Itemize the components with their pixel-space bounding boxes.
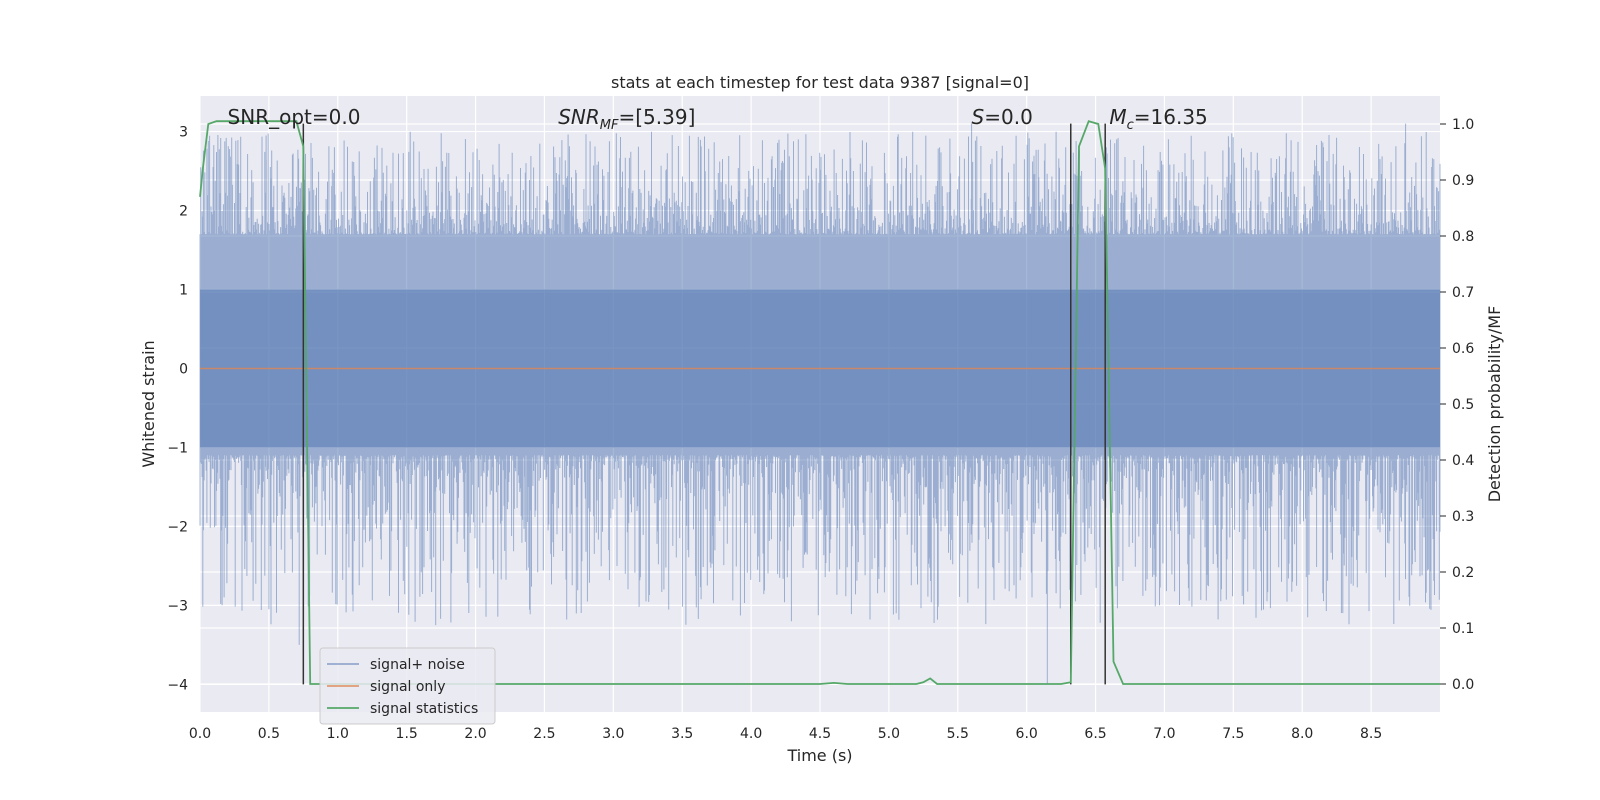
x-tick-label: 6.5 (1084, 726, 1106, 742)
left-y-axis-label: Whitened strain (139, 340, 158, 467)
annotations: SNR_opt=0.0 SNRMF=[5.39] S=0.0 Mc=16.35 (228, 105, 1208, 133)
left-y-tick-label: 3 (179, 125, 188, 141)
left-y-tick-label: 2 (179, 204, 188, 220)
x-tick-label: 8.5 (1360, 726, 1382, 742)
right-y-tick-label: 0.6 (1452, 341, 1474, 357)
x-tick-label: 4.0 (740, 726, 762, 742)
snr-mf-annotation: SNRMF=[5.39] (558, 105, 695, 133)
x-tick-label: 2.5 (533, 726, 555, 742)
signal-noise-line (199, 123, 1441, 685)
left-y-tick-label: 0 (179, 361, 188, 377)
x-tick-label: 3.5 (671, 726, 693, 742)
snr-opt-annotation: SNR_opt=0.0 (228, 105, 361, 129)
x-tick-label: 1.0 (327, 726, 349, 742)
mc-annotation: Mc=16.35 (1109, 105, 1207, 133)
left-y-tick-label: −1 (167, 440, 188, 456)
x-axis-label: Time (s) (786, 746, 852, 765)
x-tick-label: 0.5 (258, 726, 280, 742)
x-tick-label: 8.0 (1291, 726, 1313, 742)
legend-box (319, 647, 496, 725)
right-y-tick-label: 0.2 (1452, 565, 1474, 581)
x-tick-label: 1.5 (396, 726, 418, 742)
right-y-axis-ticks: 1.0 0.9 0.8 0.7 0.6 0.5 0.4 0.3 0.2 0.1 0.0 (1440, 117, 1474, 693)
right-y-tick-label: 0.0 (1452, 677, 1474, 693)
right-y-tick-label: 0.7 (1452, 285, 1474, 301)
x-tick-label: 3.0 (602, 726, 624, 742)
x-tick-label: 5.0 (878, 726, 900, 742)
right-y-tick-label: 1.0 (1452, 117, 1474, 133)
left-y-tick-label: −3 (167, 598, 188, 614)
x-axis-ticks: 0.0 0.5 1.0 1.5 2.0 2.5 3.0 3.5 4.0 4.5 5.0 5.5 6.0 6… (189, 726, 1382, 742)
right-y-tick-label: 0.1 (1452, 621, 1474, 637)
x-tick-label: 7.0 (1153, 726, 1175, 742)
data-lines (199, 120, 1440, 685)
x-tick-label: 6.0 (1016, 726, 1038, 742)
right-y-tick-label: 0.5 (1452, 397, 1474, 413)
left-y-tick-label: −4 (167, 677, 188, 693)
s-annotation: S=0.0 (972, 105, 1033, 129)
x-tick-label: 4.5 (809, 726, 831, 742)
right-y-tick-label: 0.4 (1452, 453, 1474, 469)
chart-title: stats at each timestep for test data 938… (611, 73, 1029, 92)
signal-statistics-line (199, 120, 1440, 685)
x-tick-label: 0.0 (189, 726, 211, 742)
left-y-tick-label: −2 (167, 519, 188, 535)
legend-label-signal-noise: signal+ noise (370, 657, 465, 673)
left-y-axis-ticks: 3 2 1 0 −1 −2 −3 −4 (167, 125, 188, 694)
x-tick-label: 7.5 (1222, 726, 1244, 742)
right-y-tick-label: 0.3 (1452, 509, 1474, 525)
x-tick-label: 2.0 (464, 726, 486, 742)
left-y-tick-label: 1 (179, 282, 188, 298)
right-y-axis-label: Detection probability/MF (1485, 306, 1504, 503)
x-tick-label: 5.5 (947, 726, 969, 742)
right-y-tick-label: 0.9 (1452, 173, 1474, 189)
right-y-tick-label: 0.8 (1452, 229, 1474, 245)
legend-label-signal-statistics: signal statistics (370, 701, 478, 717)
legend: signal+ noise signal only signal statist… (319, 647, 496, 725)
legend-label-signal-only: signal only (370, 679, 445, 695)
